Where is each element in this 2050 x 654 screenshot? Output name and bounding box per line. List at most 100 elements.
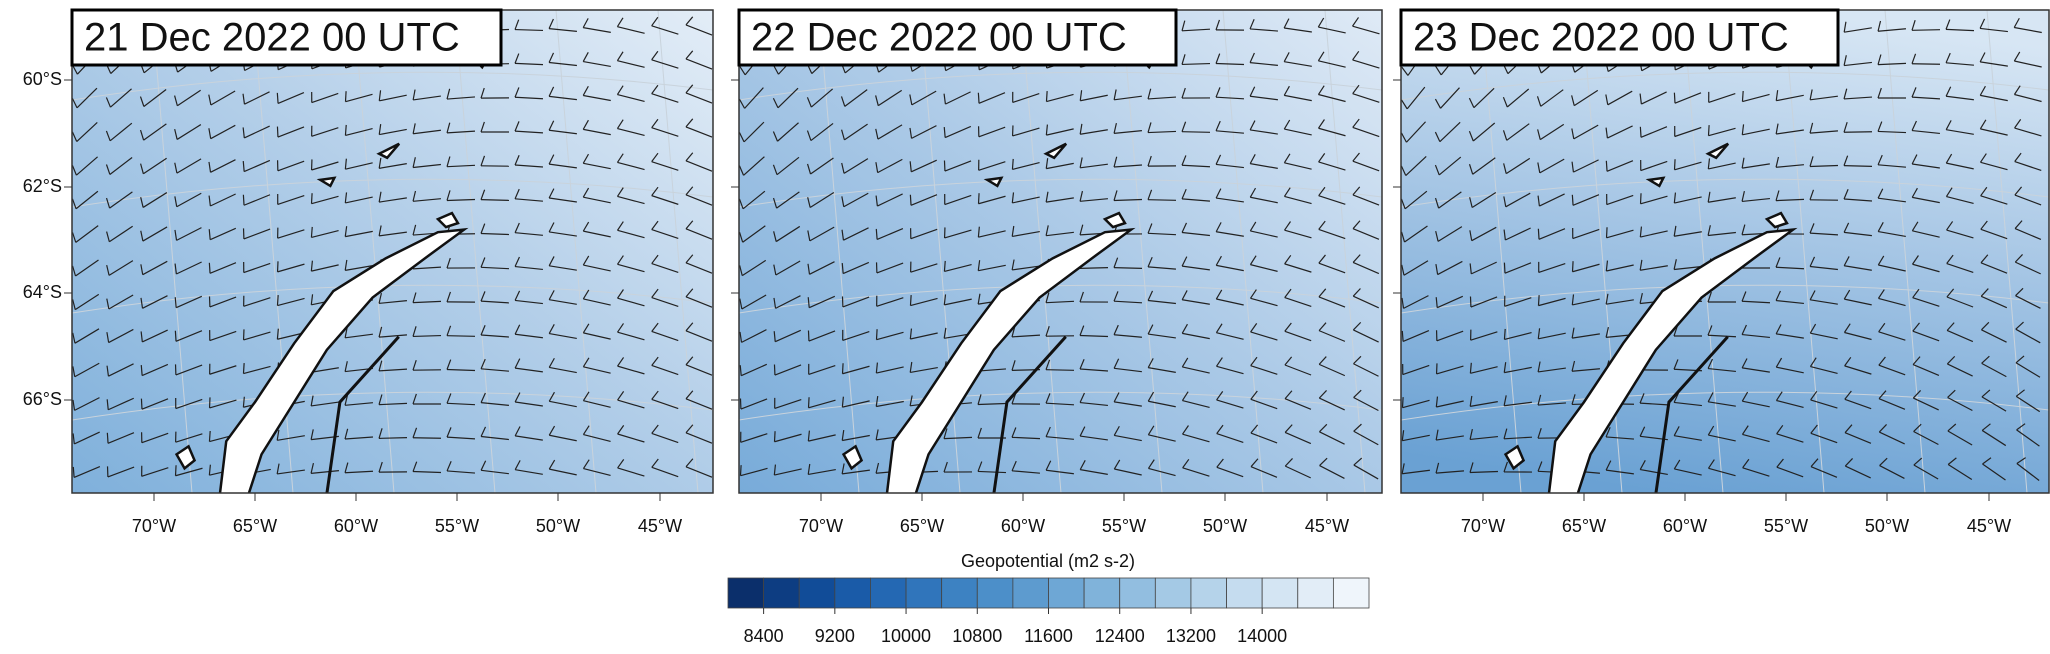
wind-barb — [1504, 263, 1505, 274]
lon-label: 65°W — [1562, 516, 1606, 536]
wind-barb — [311, 193, 312, 204]
lon-label: 50°W — [1203, 516, 1247, 536]
wind-barb — [910, 195, 911, 206]
lat-label: 66°S — [23, 389, 62, 409]
wind-barb — [243, 363, 244, 374]
colorbar-box — [906, 578, 942, 608]
wind-barb — [876, 229, 877, 240]
wind-barb — [73, 467, 74, 478]
wind-barb — [978, 93, 979, 104]
wind-barb — [1641, 193, 1642, 204]
wind-barb — [1046, 91, 1047, 102]
colorbar-box — [1191, 578, 1227, 608]
wind-barb — [876, 329, 877, 340]
wind-barb — [447, 336, 475, 337]
colorbar-box — [1298, 578, 1334, 608]
lon-label: 50°W — [536, 516, 580, 536]
wind-barb — [1080, 268, 1108, 269]
lon-label: 65°W — [233, 516, 277, 536]
wind-barb — [1640, 127, 1641, 138]
colorbar-box — [942, 578, 978, 608]
wind-barb — [345, 125, 346, 136]
wind-barb — [1742, 91, 1743, 102]
lon-label: 70°W — [132, 516, 176, 536]
map-panel — [739, 10, 1382, 507]
lon-label: 45°W — [1967, 516, 2011, 536]
colorbar-tick-label: 11600 — [1024, 626, 1073, 646]
wind-barb — [910, 295, 911, 306]
map-panel — [72, 10, 713, 507]
colorbar-box — [764, 578, 800, 608]
wind-barb — [1606, 161, 1607, 172]
wind-barb — [1572, 195, 1573, 206]
colorbar-box — [728, 578, 764, 608]
lon-label: 55°W — [1764, 516, 1808, 536]
wind-barb — [277, 93, 278, 104]
wind-barb — [775, 431, 776, 442]
wind-barb — [413, 336, 441, 337]
colorbar-box — [1262, 578, 1298, 608]
wind-barb — [1402, 331, 1403, 342]
colorbar-tick-label: 9200 — [815, 626, 855, 646]
colorbar-box — [1120, 578, 1156, 608]
colorbar-box — [835, 578, 871, 608]
lon-label: 60°W — [1663, 516, 1707, 536]
lon-label: 65°W — [900, 516, 944, 536]
map-background — [739, 10, 1382, 493]
wind-barb — [1012, 159, 1013, 170]
wind-barb — [481, 200, 509, 201]
colorbar-tick-label: 14000 — [1237, 626, 1287, 646]
colorbar-box — [799, 578, 835, 608]
wind-barb — [979, 193, 980, 204]
wind-barb — [1708, 125, 1709, 136]
colorbar-tick-label: 13200 — [1166, 626, 1216, 646]
colorbar-box — [1155, 578, 1191, 608]
wind-barb — [379, 438, 407, 439]
colorbar-box — [1227, 578, 1263, 608]
panel-title: 23 Dec 2022 00 UTC — [1413, 16, 1789, 60]
panel-title: 21 Dec 2022 00 UTC — [84, 16, 460, 60]
colorbar-box — [977, 578, 1013, 608]
lon-label: 60°W — [334, 516, 378, 536]
wind-barb — [1046, 370, 1074, 371]
wind-barb — [944, 261, 945, 272]
wind-barb — [1148, 200, 1176, 201]
wind-barb — [1182, 132, 1210, 133]
wind-barb — [209, 263, 210, 274]
wind-barb — [1674, 93, 1675, 104]
wind-barb — [1912, 30, 1940, 31]
colorbar-box — [1049, 578, 1085, 608]
wind-barb — [1912, 64, 1940, 65]
wind-barb — [243, 195, 244, 206]
colorbar-box — [1084, 578, 1120, 608]
colorbar-box — [1013, 578, 1049, 608]
lat-label: 64°S — [23, 282, 62, 302]
wind-barb — [345, 91, 346, 102]
lon-label: 45°W — [638, 516, 682, 536]
colorbar-box — [1333, 578, 1369, 608]
wind-barb — [1538, 229, 1539, 240]
wind-barb — [1573, 261, 1574, 272]
colorbar-tick-label: 10800 — [952, 626, 1002, 646]
map-panel — [1401, 10, 2049, 507]
wind-barb — [1844, 166, 1872, 167]
wind-barb — [1504, 329, 1505, 340]
wind-barb — [1402, 397, 1403, 408]
wind-barb — [1538, 295, 1539, 306]
wind-barb — [843, 363, 844, 374]
wind-barb — [175, 331, 176, 342]
wind-barb — [1675, 159, 1676, 170]
wind-barb — [1607, 227, 1608, 238]
wind-barb — [209, 431, 210, 442]
wind-barb — [1114, 268, 1142, 269]
colorbar-box — [870, 578, 906, 608]
wind-barb — [740, 465, 741, 476]
wind-barb — [107, 433, 108, 444]
wind-barb — [277, 295, 278, 306]
lon-label: 70°W — [1461, 516, 1505, 536]
colorbar-tick-label: 12400 — [1095, 626, 1145, 646]
lon-label: 70°W — [799, 516, 843, 536]
lon-label: 60°W — [1001, 516, 1045, 536]
wind-barb — [141, 399, 142, 410]
